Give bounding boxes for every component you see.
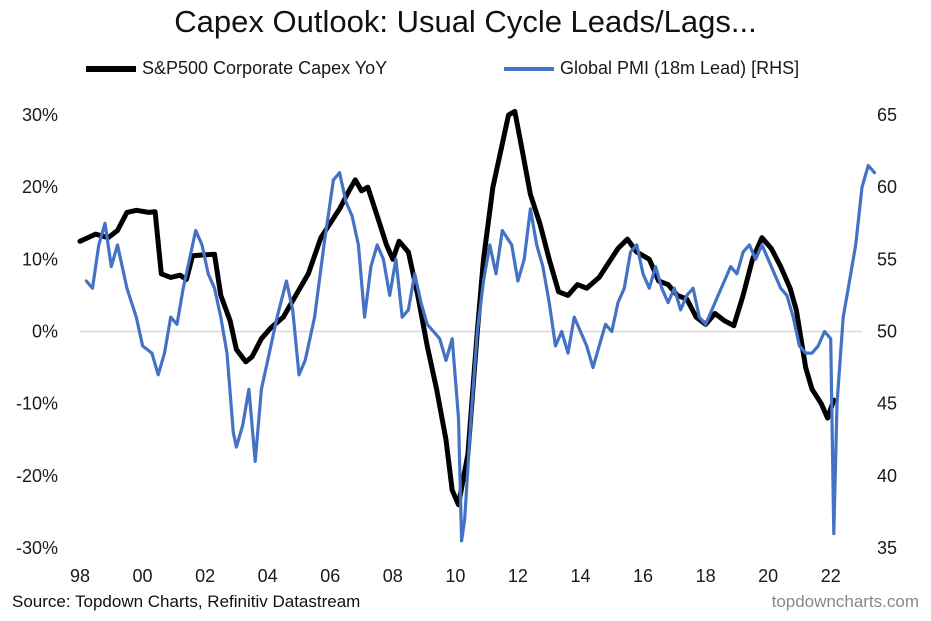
source-note: Source: Topdown Charts, Refinitiv Datast… — [12, 592, 361, 611]
y-left-tick-label: -20% — [16, 466, 58, 486]
y-left-tick-label: 0% — [32, 322, 58, 342]
y-right-tick-label: 60 — [877, 177, 897, 197]
y-left-tick-label: 10% — [22, 249, 58, 269]
x-tick-label: 06 — [320, 566, 340, 586]
y-right-tick-label: 40 — [877, 466, 897, 486]
x-tick-label: 12 — [508, 566, 528, 586]
x-tick-label: 20 — [758, 566, 778, 586]
x-tick-label: 16 — [633, 566, 653, 586]
legend-swatch-pmi — [504, 66, 554, 71]
chart-title: Capex Outlook: Usual Cycle Leads/Lags... — [174, 4, 757, 39]
legend-item-capex: S&P500 Corporate Capex YoY — [86, 58, 387, 79]
x-tick-label: 04 — [258, 566, 278, 586]
legend-swatch-capex — [86, 65, 136, 72]
series-line-capex — [77, 108, 837, 508]
legend: S&P500 Corporate Capex YoY Global PMI (1… — [0, 58, 931, 82]
x-tick-label: 00 — [133, 566, 153, 586]
x-tick-label: 02 — [195, 566, 215, 586]
y-right-tick-label: 50 — [877, 322, 897, 342]
y-right-tick-label: 55 — [877, 249, 897, 269]
y-right-tick-label: 35 — [877, 538, 897, 558]
series-line-pmi — [84, 163, 877, 543]
y-left-tick-label: -10% — [16, 394, 58, 414]
x-tick-label: 08 — [383, 566, 403, 586]
x-tick-label: 10 — [445, 566, 465, 586]
y-right-tick-label: 65 — [877, 105, 897, 125]
legend-label-pmi: Global PMI (18m Lead) [RHS] — [560, 58, 800, 78]
y-left-tick-label: 30% — [22, 105, 58, 125]
watermark: topdowncharts.com — [771, 592, 919, 611]
legend-item-pmi: Global PMI (18m Lead) [RHS] — [504, 58, 799, 79]
y-right-tick-label: 45 — [877, 394, 897, 414]
x-tick-label: 22 — [821, 566, 841, 586]
x-tick-label: 14 — [570, 566, 590, 586]
y-left-tick-label: 20% — [22, 177, 58, 197]
x-tick-label: 18 — [696, 566, 716, 586]
legend-label-capex: S&P500 Corporate Capex YoY — [142, 58, 388, 78]
x-tick-label: 98 — [70, 566, 90, 586]
y-left-tick-label: -30% — [16, 538, 58, 558]
